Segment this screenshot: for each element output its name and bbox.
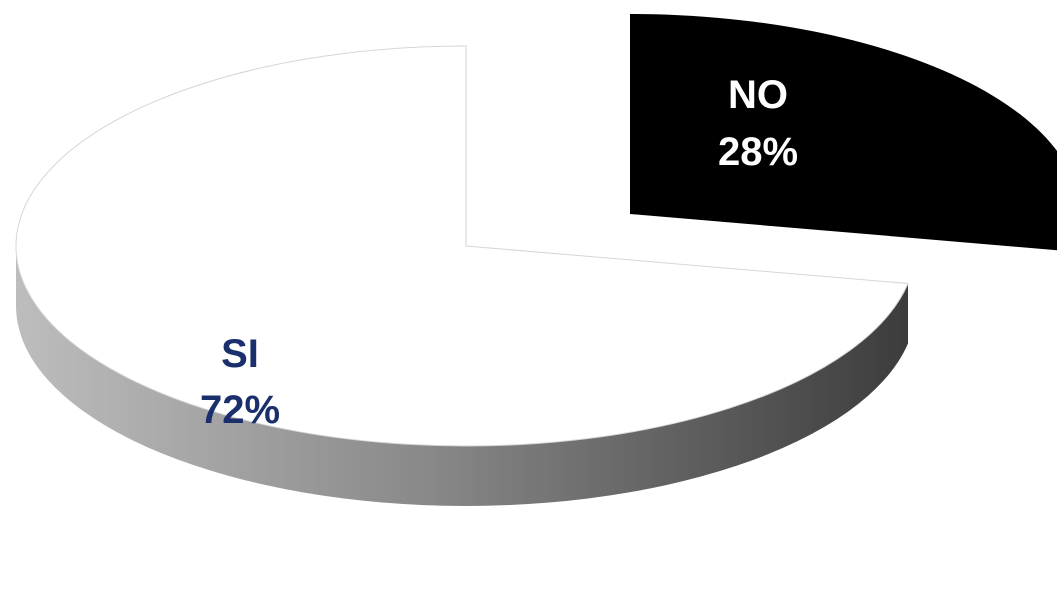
- slice-label-no-category: NO: [728, 73, 788, 117]
- slice-label-si-category: SI: [221, 332, 259, 376]
- slice-si: [15, 45, 909, 447]
- slice-label-no-value: 28%: [718, 130, 798, 174]
- slice-side-si: [16, 246, 908, 506]
- slice-no: [630, 14, 1057, 251]
- slice-label-si-value: 72%: [200, 388, 280, 432]
